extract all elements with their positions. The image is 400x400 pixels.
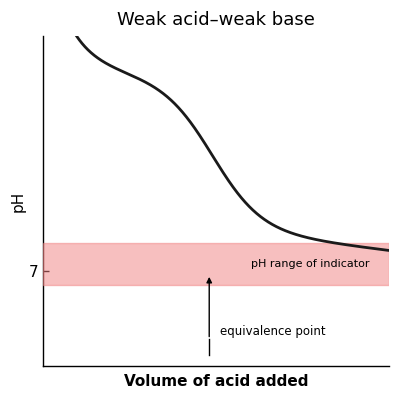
Bar (43, 243, 389, 284)
Y-axis label: pH: pH (11, 190, 26, 212)
Title: Weak acid–weak base: Weak acid–weak base (117, 11, 315, 29)
Text: equivalence point: equivalence point (220, 325, 325, 338)
Text: pH range of indicator: pH range of indicator (251, 259, 369, 269)
X-axis label: Volume of acid added: Volume of acid added (124, 374, 308, 389)
